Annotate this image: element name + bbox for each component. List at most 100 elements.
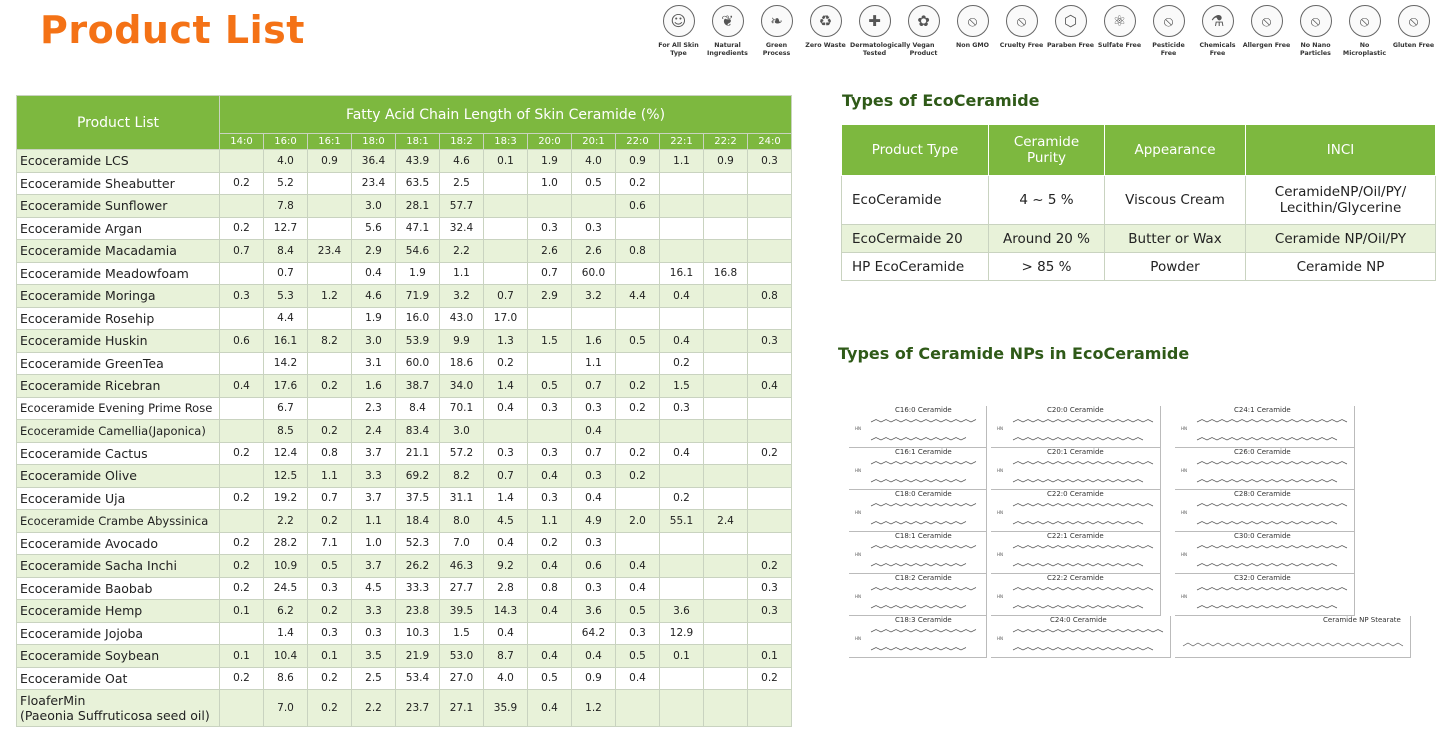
value-cell: 53.0 <box>439 644 484 668</box>
value-cell: 31.1 <box>439 486 484 510</box>
value-cell <box>527 351 572 375</box>
table-row: Ecoceramide Sheabutter 0.2 5.2 23.4 63.5 2.5 1… <box>16 171 792 195</box>
ceramide-structure: HN C16:1 Ceramide <box>849 448 987 490</box>
value-cell: 14.3 <box>483 599 528 623</box>
value-cell: 0.8 <box>307 441 352 465</box>
value-cell: 1.2 <box>571 689 616 727</box>
value-cell: 0.2 <box>747 554 792 578</box>
value-cell: 1.6 <box>351 374 396 398</box>
certification-label: No Nano Particles <box>1300 42 1331 57</box>
value-cell: 0.2 <box>747 441 792 465</box>
value-cell: 0.5 <box>571 171 616 195</box>
value-cell: 2.5 <box>439 171 484 195</box>
table-row: Ecoceramide Ricebran 0.4 17.6 0.2 1.6 38.7 34.… <box>16 374 792 398</box>
svg-text:HN: HN <box>1181 594 1187 599</box>
value-cell: 0.3 <box>747 149 792 173</box>
value-cell: 0.3 <box>527 486 572 510</box>
value-cell: 8.4 <box>263 239 308 263</box>
product-name: FloaferMin <box>20 693 86 708</box>
value-cell: 0.4 <box>351 261 396 285</box>
product-name-cell: Ecoceramide GreenTea <box>16 351 220 375</box>
value-cell <box>307 171 352 195</box>
value-cell <box>659 576 704 600</box>
chain-length-header: 18:0 <box>351 133 396 150</box>
structure-drawing: HN <box>997 629 1164 651</box>
value-cell: 5.3 <box>263 284 308 308</box>
value-cell: 0.8 <box>527 576 572 600</box>
value-cell: 47.1 <box>395 216 440 240</box>
structure-drawing: HN <box>855 545 977 567</box>
ceramide-structure: HN C24:0 Ceramide <box>991 616 1171 658</box>
ceramide-structure: HN C26:0 Ceramide <box>1175 448 1355 490</box>
table-row: Ecoceramide Crambe Abyssinica 2.2 0.2 1.1 18… <box>16 509 792 533</box>
product-list-header: Product List <box>16 95 220 150</box>
value-cell: 0.4 <box>527 464 572 488</box>
value-cell <box>527 419 572 443</box>
value-cell: 0.2 <box>615 464 660 488</box>
value-cell: 32.4 <box>439 216 484 240</box>
product-name-cell: Ecoceramide Avocado <box>16 531 220 555</box>
table-row: HP EcoCeramide > 85 % Powder Ceramide NP <box>841 252 1436 281</box>
col-product-type: Product Type <box>841 124 989 176</box>
product-name-cell: Ecoceramide Evening Prime Rose <box>16 396 220 420</box>
value-cell <box>659 171 704 195</box>
value-cell: 0.9 <box>615 149 660 173</box>
value-cell <box>747 509 792 533</box>
value-cell <box>615 486 660 510</box>
value-cell <box>615 531 660 555</box>
value-cell: 60.0 <box>395 351 440 375</box>
table-row: Ecoceramide Macadamia 0.7 8.4 23.4 2.9 54.6 2.… <box>16 239 792 263</box>
certification-item: ♻ Zero Waste <box>801 5 850 50</box>
value-cell: 4.6 <box>351 284 396 308</box>
value-cell <box>703 666 748 690</box>
certification-item: ⦸ Cruelty Free <box>997 5 1046 50</box>
ceramide-structure: HN C22:2 Ceramide <box>991 574 1161 616</box>
certification-label: No Microplastic <box>1342 42 1387 57</box>
value-cell: 2.2 <box>351 689 396 727</box>
ceramide-structure: HN C28:0 Ceramide <box>1175 490 1355 532</box>
value-cell: 21.1 <box>395 441 440 465</box>
value-cell: 3.7 <box>351 554 396 578</box>
value-cell: 0.3 <box>307 621 352 645</box>
table-row: Ecoceramide Hemp 0.1 6.2 0.2 3.3 23.8 39.5 14.3… <box>16 599 792 623</box>
value-cell <box>571 306 616 330</box>
table-row: Ecoceramide Sacha Inchi 0.2 10.9 0.5 3.7 26.2… <box>16 554 792 578</box>
product-name-cell: Ecoceramide Sunflower <box>16 194 220 218</box>
value-cell: 0.1 <box>483 149 528 173</box>
product-name-cell: Ecoceramide Sacha Inchi <box>16 554 220 578</box>
value-cell <box>527 306 572 330</box>
value-cell: 8.2 <box>439 464 484 488</box>
value-cell <box>747 171 792 195</box>
inci-cell: Ceramide NP/Oil/PY <box>1245 224 1436 253</box>
value-cell <box>747 396 792 420</box>
value-cell: 0.7 <box>219 239 264 263</box>
svg-text:HN: HN <box>997 594 1003 599</box>
value-cell: 3.7 <box>351 486 396 510</box>
value-cell: 10.4 <box>263 644 308 668</box>
certification-label: Sulfate Free <box>1097 42 1142 49</box>
inci-cell: Ceramide NP <box>1245 252 1436 281</box>
value-cell: 0.1 <box>747 644 792 668</box>
value-cell: 0.1 <box>659 644 704 668</box>
recycle-icon: ♻ <box>809 5 842 37</box>
chain-length-header: 16:1 <box>307 133 352 150</box>
product-name-cell: FloaferMin (Paeonia Suffruticosa seed oil… <box>16 689 220 727</box>
value-cell <box>703 621 748 645</box>
value-cell: 0.1 <box>219 599 264 623</box>
value-cell: 7.8 <box>263 194 308 218</box>
certification-label: Green Process <box>762 42 791 57</box>
structure-label: C32:0 Ceramide <box>1234 574 1291 582</box>
col-appearance: Appearance <box>1104 124 1246 176</box>
chain-length-header: 20:0 <box>527 133 572 150</box>
certification-label: Non GMO <box>955 42 990 49</box>
value-cell: 6.7 <box>263 396 308 420</box>
value-cell <box>483 216 528 240</box>
value-cell: 57.2 <box>439 441 484 465</box>
certification-item: ⦸ Non GMO <box>948 5 997 50</box>
value-cell: 63.5 <box>395 171 440 195</box>
value-cell: 0.2 <box>307 374 352 398</box>
value-cell: 71.9 <box>395 284 440 308</box>
rabbit-icon: ⦸ <box>1005 5 1038 37</box>
svg-text:HN: HN <box>855 552 861 557</box>
value-cell <box>703 419 748 443</box>
